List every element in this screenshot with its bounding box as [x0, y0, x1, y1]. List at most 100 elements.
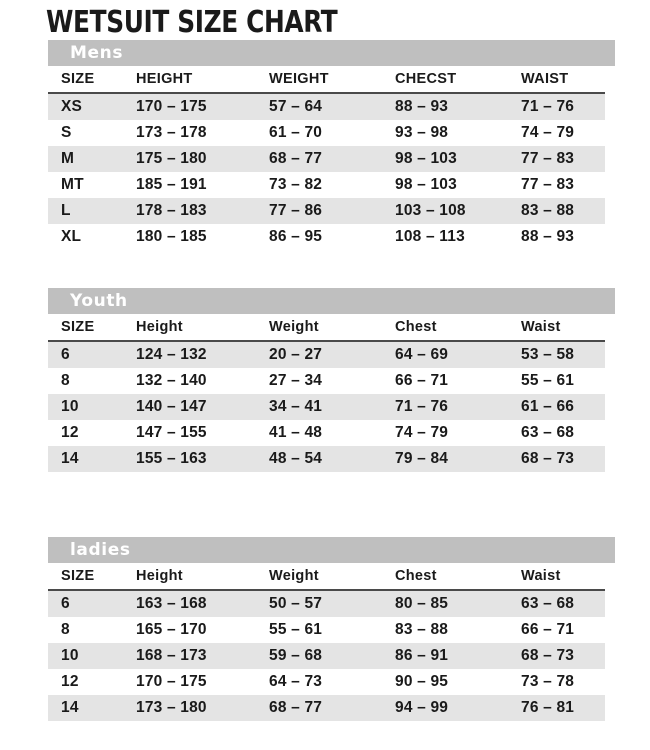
cell-size: 6: [48, 590, 136, 617]
column-header-waist: Waist: [521, 314, 605, 342]
cell-height: 180 – 185: [136, 224, 269, 250]
table-row: 12 147 – 155 41 – 48 74 – 79 63 – 68: [48, 420, 605, 446]
cell-size: 8: [48, 368, 136, 394]
cell-chest: 79 – 84: [395, 446, 521, 472]
cell-height: 185 – 191: [136, 172, 269, 198]
cell-weight: 41 – 48: [269, 420, 395, 446]
cell-waist: 76 – 81: [521, 695, 605, 721]
cell-chest: 94 – 99: [395, 695, 521, 721]
cell-weight: 50 – 57: [269, 590, 395, 617]
cell-chest: 80 – 85: [395, 590, 521, 617]
table-row: 8 165 – 170 55 – 61 83 – 88 66 – 71: [48, 617, 605, 643]
column-header-chest: CHECST: [395, 66, 521, 94]
table-row: 6 124 – 132 20 – 27 64 – 69 53 – 58: [48, 341, 605, 368]
section-ladies: ladies SIZE Height Weight Chest Waist 6 …: [48, 537, 615, 721]
cell-height: 165 – 170: [136, 617, 269, 643]
cell-chest: 66 – 71: [395, 368, 521, 394]
cell-size: 6: [48, 341, 136, 368]
size-table-mens: SIZE HEIGHT WEIGHT CHECST WAIST XS 170 –…: [48, 66, 605, 250]
cell-weight: 34 – 41: [269, 394, 395, 420]
cell-height: 132 – 140: [136, 368, 269, 394]
cell-chest: 71 – 76: [395, 394, 521, 420]
table-row: XL 180 – 185 86 – 95 108 – 113 88 – 93: [48, 224, 605, 250]
section-youth: Youth SIZE Height Weight Chest Waist 6 1…: [48, 288, 615, 472]
table-header-row: SIZE Height Weight Chest Waist: [48, 563, 605, 591]
cell-height: 163 – 168: [136, 590, 269, 617]
column-header-height: Height: [136, 563, 269, 591]
cell-chest: 103 – 108: [395, 198, 521, 224]
cell-chest: 98 – 103: [395, 172, 521, 198]
cell-weight: 57 – 64: [269, 93, 395, 120]
cell-size: XS: [48, 93, 136, 120]
cell-weight: 59 – 68: [269, 643, 395, 669]
section-header-bar-youth: Youth: [48, 288, 615, 314]
cell-waist: 83 – 88: [521, 198, 605, 224]
cell-waist: 68 – 73: [521, 643, 605, 669]
cell-height: 124 – 132: [136, 341, 269, 368]
column-header-size: SIZE: [48, 66, 136, 94]
table-row: XS 170 – 175 57 – 64 88 – 93 71 – 76: [48, 93, 605, 120]
table-row: MT 185 – 191 73 – 82 98 – 103 77 – 83: [48, 172, 605, 198]
cell-height: 168 – 173: [136, 643, 269, 669]
cell-waist: 61 – 66: [521, 394, 605, 420]
column-header-waist: Waist: [521, 563, 605, 591]
cell-waist: 77 – 83: [521, 172, 605, 198]
cell-chest: 98 – 103: [395, 146, 521, 172]
cell-size: 10: [48, 643, 136, 669]
size-table-ladies: SIZE Height Weight Chest Waist 6 163 – 1…: [48, 563, 605, 721]
cell-weight: 64 – 73: [269, 669, 395, 695]
cell-size: MT: [48, 172, 136, 198]
section-label-ladies: ladies: [70, 540, 131, 560]
cell-chest: 90 – 95: [395, 669, 521, 695]
cell-size: 12: [48, 669, 136, 695]
cell-chest: 86 – 91: [395, 643, 521, 669]
cell-size: M: [48, 146, 136, 172]
cell-size: 12: [48, 420, 136, 446]
table-row: S 173 – 178 61 – 70 93 – 98 74 – 79: [48, 120, 605, 146]
cell-chest: 93 – 98: [395, 120, 521, 146]
table-row: 14 155 – 163 48 – 54 79 – 84 68 – 73: [48, 446, 605, 472]
cell-height: 173 – 178: [136, 120, 269, 146]
cell-height: 155 – 163: [136, 446, 269, 472]
column-header-weight: Weight: [269, 563, 395, 591]
cell-size: S: [48, 120, 136, 146]
cell-weight: 27 – 34: [269, 368, 395, 394]
table-row: 6 163 – 168 50 – 57 80 – 85 63 – 68: [48, 590, 605, 617]
cell-waist: 55 – 61: [521, 368, 605, 394]
table-row: 10 168 – 173 59 – 68 86 – 91 68 – 73: [48, 643, 605, 669]
table-row: L 178 – 183 77 – 86 103 – 108 83 – 88: [48, 198, 605, 224]
cell-weight: 68 – 77: [269, 146, 395, 172]
cell-size: L: [48, 198, 136, 224]
column-header-chest: Chest: [395, 314, 521, 342]
cell-waist: 68 – 73: [521, 446, 605, 472]
table-row: 14 173 – 180 68 – 77 94 – 99 76 – 81: [48, 695, 605, 721]
cell-weight: 68 – 77: [269, 695, 395, 721]
cell-weight: 73 – 82: [269, 172, 395, 198]
cell-size: 14: [48, 695, 136, 721]
page-title: WETSUIT SIZE CHART: [46, 5, 338, 40]
column-header-chest: Chest: [395, 563, 521, 591]
cell-weight: 61 – 70: [269, 120, 395, 146]
column-header-waist: WAIST: [521, 66, 605, 94]
cell-waist: 77 – 83: [521, 146, 605, 172]
cell-waist: 73 – 78: [521, 669, 605, 695]
cell-waist: 63 – 68: [521, 420, 605, 446]
cell-waist: 53 – 58: [521, 341, 605, 368]
cell-waist: 66 – 71: [521, 617, 605, 643]
table-row: M 175 – 180 68 – 77 98 – 103 77 – 83: [48, 146, 605, 172]
cell-chest: 74 – 79: [395, 420, 521, 446]
table-row: 12 170 – 175 64 – 73 90 – 95 73 – 78: [48, 669, 605, 695]
column-header-size: SIZE: [48, 563, 136, 591]
column-header-height: Height: [136, 314, 269, 342]
cell-waist: 74 – 79: [521, 120, 605, 146]
section-label-youth: Youth: [70, 291, 128, 311]
cell-height: 170 – 175: [136, 669, 269, 695]
column-header-height: HEIGHT: [136, 66, 269, 94]
cell-height: 178 – 183: [136, 198, 269, 224]
cell-waist: 88 – 93: [521, 224, 605, 250]
section-mens: Mens SIZE HEIGHT WEIGHT CHECST WAIST XS …: [48, 40, 615, 250]
cell-height: 147 – 155: [136, 420, 269, 446]
table-header-row: SIZE Height Weight Chest Waist: [48, 314, 605, 342]
cell-weight: 55 – 61: [269, 617, 395, 643]
table-header-row: SIZE HEIGHT WEIGHT CHECST WAIST: [48, 66, 605, 94]
